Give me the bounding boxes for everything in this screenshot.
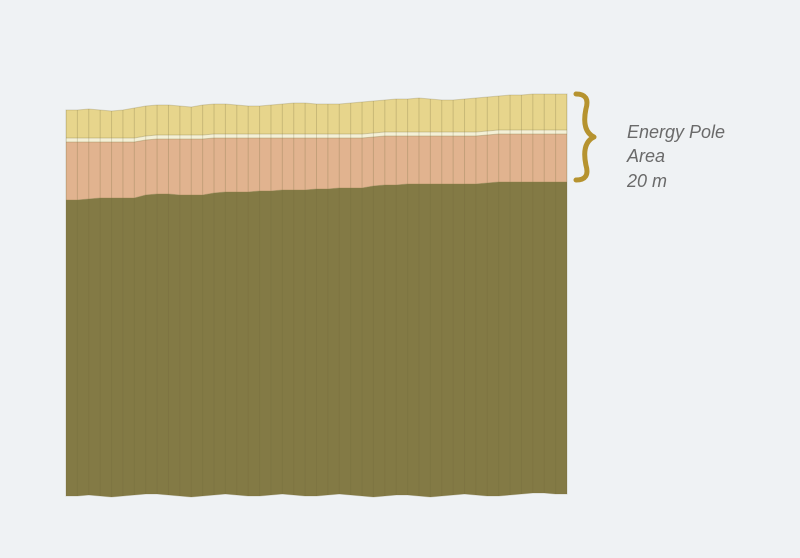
annotation-line: Area	[627, 144, 725, 168]
annotation-line: Energy Pole	[627, 120, 725, 144]
brace-icon	[576, 94, 594, 180]
annotation-label: Energy PoleArea20 m	[627, 120, 725, 193]
diagram-stage: Energy PoleArea20 m	[0, 0, 800, 558]
cross-section-svg	[0, 0, 800, 558]
annotation-line: 20 m	[627, 169, 725, 193]
